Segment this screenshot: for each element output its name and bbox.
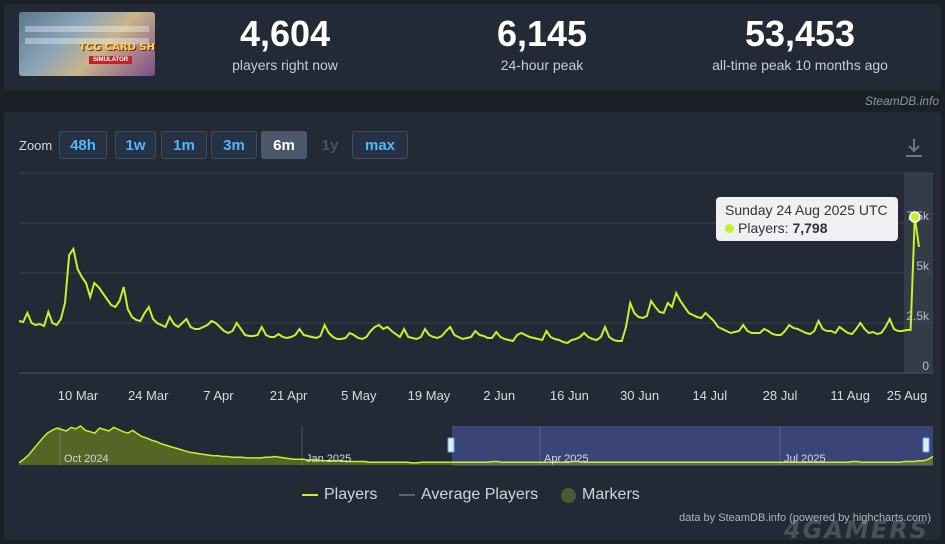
zoom-button-1m[interactable]: 1m (161, 131, 207, 159)
chart-footer-credit[interactable]: data by SteamDB.info (powered by highcha… (679, 512, 931, 524)
chart-panel: Zoom 48h 1w 1m 3m 6m 1y max 02.5k5k7.5k … (4, 112, 941, 544)
stat-current-label: players right now (232, 57, 338, 73)
steamdb-credit[interactable]: SteamDB.info (864, 94, 939, 108)
legend-markers-label: Markers (582, 486, 640, 503)
navigator-left-handle[interactable] (447, 437, 455, 453)
tooltip-series-label: Players: (738, 220, 789, 236)
legend-markers-swatch (561, 487, 576, 503)
navigator-label: Jan 2025 (306, 453, 351, 465)
y-tick-label: 2.5k (906, 309, 930, 323)
navigator-mask (452, 426, 933, 466)
x-tick-label: 7 Apr (203, 388, 234, 403)
x-tick-label: 21 Apr (270, 388, 308, 403)
navigator-area (19, 426, 933, 465)
navigator-label: Apr 2025 (544, 453, 589, 465)
tooltip-value-row: Players: 7,798 (725, 220, 889, 236)
stat-24h-peak-value: 6,145 (496, 13, 588, 54)
chart-tooltip: Sunday 24 Aug 2025 UTC Players: 7,798 (716, 197, 898, 241)
navigator-line (18, 425, 934, 464)
x-tick-label: 2 Jun (483, 388, 515, 403)
stat-current-value: 4,604 (239, 13, 331, 54)
zoom-button-1y: 1y (321, 137, 339, 154)
stat-alltime-value: 53,453 (744, 13, 856, 54)
legend-average-label: Average Players (421, 486, 539, 503)
tooltip-dot (725, 224, 734, 233)
x-tick-label: 10 Mar (58, 388, 99, 403)
navigator-label: Jul 2025 (784, 453, 826, 465)
legend-average-swatch (399, 494, 415, 496)
zoom-button-1w[interactable]: 1w (115, 131, 156, 159)
game-thumbnail[interactable]: TCG CARD SHOP SIMULATOR (19, 12, 155, 76)
zoom-button-max[interactable]: max (352, 131, 408, 159)
x-tick-label: 14 Jul (692, 388, 727, 403)
x-tick-label: 11 Aug (830, 388, 870, 403)
zoom-button-6m[interactable]: 6m (261, 131, 307, 159)
watermark-logo: 4GAMERS (783, 516, 929, 544)
stat-alltime-peak: 53,453 all-time peak 10 months ago (685, 13, 915, 74)
legend-players-swatch (302, 494, 318, 496)
legend-players[interactable]: Players (302, 486, 377, 504)
x-tick-label: 19 May (408, 388, 451, 403)
stat-24h-peak: 6,145 24-hour peak (467, 13, 617, 74)
download-icon[interactable] (904, 137, 924, 159)
stat-alltime-label: all-time peak 10 months ago (712, 57, 888, 73)
chart-grid (19, 172, 933, 374)
x-tick-label: 25 Aug (887, 388, 928, 403)
y-tick-label: 5k (916, 259, 930, 273)
legend-markers[interactable]: Markers (561, 486, 640, 504)
hover-marker (909, 211, 921, 223)
legend-players-label: Players (324, 486, 378, 503)
stats-bar: TCG CARD SHOP SIMULATOR 4,604 players ri… (4, 4, 941, 90)
tooltip-value: 7,798 (792, 220, 828, 236)
tooltip-date: Sunday 24 Aug 2025 UTC (725, 202, 888, 218)
navigator-labels: Oct 2024 Jan 2025 Apr 2025 Jul 2025 (59, 426, 826, 465)
zoom-label: Zoom (19, 138, 53, 153)
x-tick-label: 24 Mar (128, 388, 169, 403)
zoom-button-3m[interactable]: 3m (211, 131, 257, 159)
x-tick-label: 5 May (341, 388, 377, 403)
stat-24h-peak-label: 24-hour peak (500, 57, 584, 73)
x-tick-label: 28 Jul (763, 388, 798, 403)
x-tick-label: 30 Jun (620, 388, 659, 403)
navigator-right-handle[interactable] (922, 437, 930, 453)
zoom-button-48h[interactable]: 48h (59, 131, 107, 159)
x-axis-labels: 10 Mar 24 Mar 7 Apr 21 Apr 5 May 19 May 2 Jun 1… (58, 388, 927, 403)
y-tick-label: 0 (922, 359, 929, 373)
navigator-label: Oct 2024 (64, 453, 109, 465)
game-logo-sub: SIMULATOR (89, 56, 133, 64)
x-tick-label: 16 Jun (550, 388, 589, 403)
game-logo-text: TCG CARD SHOP (79, 42, 155, 53)
legend-average-players[interactable]: Average Players (399, 486, 538, 504)
stat-current-players: 4,604 players right now (210, 13, 360, 74)
players-series-line[interactable] (18, 216, 920, 345)
